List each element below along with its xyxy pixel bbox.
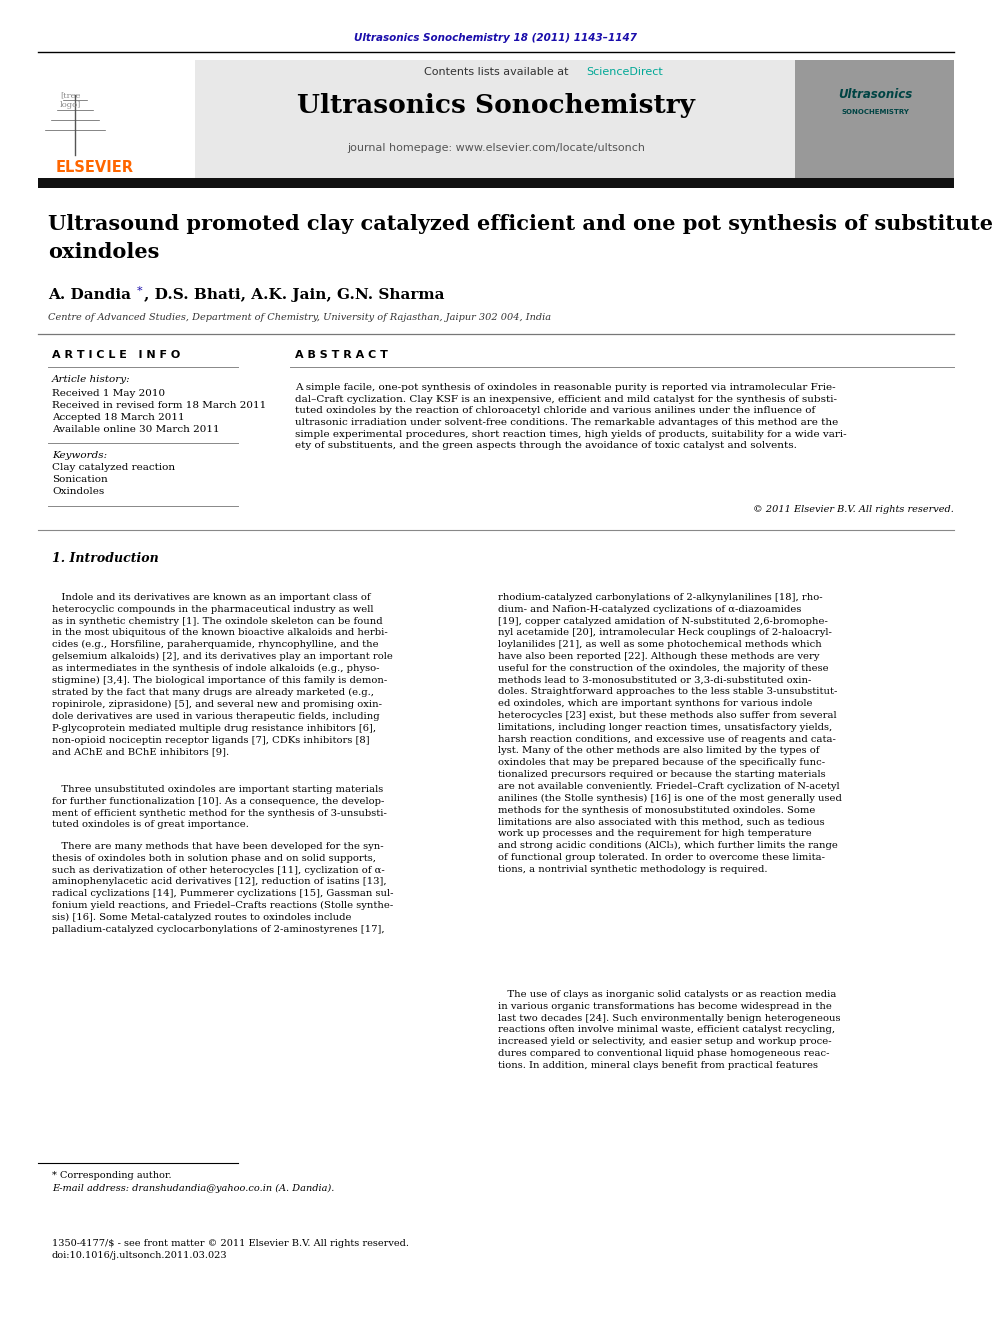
Text: The use of clays as inorganic solid catalysts or as reaction media
in various or: The use of clays as inorganic solid cata… xyxy=(498,990,840,1070)
Text: A simple facile, one-pot synthesis of oxindoles in reasonable purity is reported: A simple facile, one-pot synthesis of ox… xyxy=(295,382,846,450)
Text: journal homepage: www.elsevier.com/locate/ultsonch: journal homepage: www.elsevier.com/locat… xyxy=(347,143,645,153)
Text: Sonication: Sonication xyxy=(52,475,108,484)
FancyBboxPatch shape xyxy=(38,179,954,188)
Text: A B S T R A C T: A B S T R A C T xyxy=(295,351,388,360)
Text: Accepted 18 March 2011: Accepted 18 March 2011 xyxy=(52,413,185,422)
Text: Ultrasonics: Ultrasonics xyxy=(838,89,912,102)
Text: Clay catalyzed reaction: Clay catalyzed reaction xyxy=(52,463,176,472)
Text: 1350-4177/$ - see front matter © 2011 Elsevier B.V. All rights reserved.: 1350-4177/$ - see front matter © 2011 El… xyxy=(52,1238,409,1248)
Text: Article history:: Article history: xyxy=(52,376,131,385)
Text: Received in revised form 18 March 2011: Received in revised form 18 March 2011 xyxy=(52,401,266,410)
Text: Contents lists available at: Contents lists available at xyxy=(424,67,568,77)
Text: Available online 30 March 2011: Available online 30 March 2011 xyxy=(52,425,219,434)
Text: [tree
logo]: [tree logo] xyxy=(60,91,80,108)
Text: Three unsubstituted oxindoles are important starting materials
for further funct: Three unsubstituted oxindoles are import… xyxy=(52,785,387,830)
Text: doi:10.1016/j.ultsonch.2011.03.023: doi:10.1016/j.ultsonch.2011.03.023 xyxy=(52,1252,227,1261)
Text: Oxindoles: Oxindoles xyxy=(52,487,104,496)
Text: ELSEVIER: ELSEVIER xyxy=(56,160,134,176)
Text: Ultrasonics Sonochemistry: Ultrasonics Sonochemistry xyxy=(297,93,695,118)
Text: Indole and its derivatives are known as an important class of
heterocyclic compo: Indole and its derivatives are known as … xyxy=(52,593,393,757)
Text: Centre of Advanced Studies, Department of Chemistry, University of Rajasthan, Ja: Centre of Advanced Studies, Department o… xyxy=(48,314,552,323)
Text: SONOCHEMISTRY: SONOCHEMISTRY xyxy=(841,108,909,115)
Text: Ultrasonics Sonochemistry 18 (2011) 1143–1147: Ultrasonics Sonochemistry 18 (2011) 1143… xyxy=(354,33,638,44)
Text: Keywords:: Keywords: xyxy=(52,451,107,459)
Text: A R T I C L E   I N F O: A R T I C L E I N F O xyxy=(52,351,181,360)
Text: *: * xyxy=(137,286,143,296)
Text: * Corresponding author.: * Corresponding author. xyxy=(52,1171,172,1180)
Text: Ultrasound promoted clay catalyzed efficient and one pot synthesis of substitute: Ultrasound promoted clay catalyzed effic… xyxy=(48,214,992,262)
Text: , D.S. Bhati, A.K. Jain, G.N. Sharma: , D.S. Bhati, A.K. Jain, G.N. Sharma xyxy=(144,288,444,302)
Text: © 2011 Elsevier B.V. All rights reserved.: © 2011 Elsevier B.V. All rights reserved… xyxy=(753,505,954,515)
Text: rhodium-catalyzed carbonylations of 2-alkynylanilines [18], rho-
dium- and Nafio: rhodium-catalyzed carbonylations of 2-al… xyxy=(498,593,842,873)
Text: E-mail address: dranshudandia@yahoo.co.in (A. Dandia).: E-mail address: dranshudandia@yahoo.co.i… xyxy=(52,1184,334,1192)
Text: ScienceDirect: ScienceDirect xyxy=(586,67,664,77)
FancyBboxPatch shape xyxy=(195,60,795,179)
Text: 1. Introduction: 1. Introduction xyxy=(52,552,159,565)
FancyBboxPatch shape xyxy=(38,60,195,179)
FancyBboxPatch shape xyxy=(795,60,954,179)
Text: Received 1 May 2010: Received 1 May 2010 xyxy=(52,389,165,397)
Text: There are many methods that have been developed for the syn-
thesis of oxindoles: There are many methods that have been de… xyxy=(52,841,394,934)
Text: A. Dandia: A. Dandia xyxy=(48,288,131,302)
